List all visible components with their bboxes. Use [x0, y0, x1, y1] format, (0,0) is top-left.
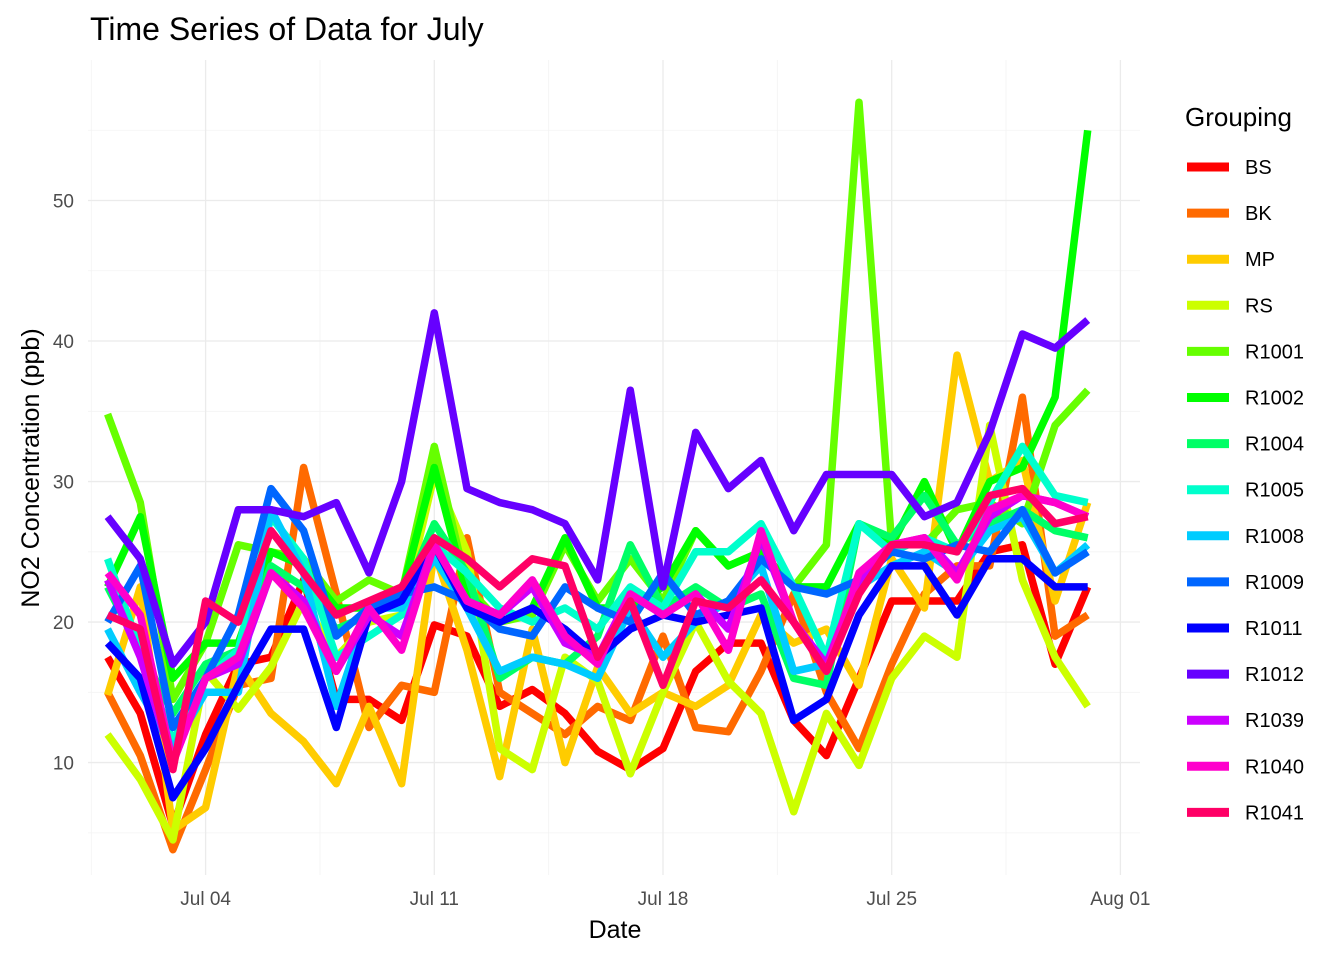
y-tick-label: 30 [53, 473, 74, 494]
y-axis-ticks: 10 20 30 40 50 [53, 192, 74, 775]
legend-label-r1005: R1005 [1245, 480, 1304, 502]
legend-label-r1009: R1009 [1245, 572, 1304, 594]
legend-title: Grouping [1185, 102, 1292, 132]
y-tick-label: 20 [53, 613, 74, 634]
legend-label-r1040: R1040 [1245, 756, 1304, 778]
chart-title: Time Series of Data for July [90, 11, 484, 47]
x-tick-label: Jul 11 [410, 889, 459, 910]
x-tick-label: Jul 25 [866, 889, 917, 910]
y-axis-title: NO2 Concentration (ppb) [17, 328, 45, 607]
legend-label-rs: RS [1245, 295, 1273, 317]
y-tick-label: 10 [53, 754, 74, 775]
series-line-r1012 [104, 309, 1091, 668]
x-tick-label: Aug 01 [1090, 889, 1150, 910]
y-tick-label: 50 [53, 192, 74, 213]
legend-label-r1008: R1008 [1245, 526, 1304, 548]
legend-label-r1004: R1004 [1245, 434, 1304, 456]
x-tick-label: Jul 04 [180, 889, 231, 910]
legend-label-r1041: R1041 [1245, 802, 1304, 824]
legend-label-mp: MP [1245, 249, 1275, 271]
legend-label-r1011: R1011 [1245, 618, 1302, 640]
y-tick-label: 40 [53, 332, 74, 353]
series-line-r1041 [106, 484, 1089, 774]
x-axis-ticks: Jul 04 Jul 11 Jul 18 Jul 25 Aug 01 [180, 889, 1150, 910]
series-line-r1040 [104, 491, 1090, 767]
legend-label-r1039: R1039 [1245, 710, 1304, 732]
x-axis-title: Date [589, 916, 642, 944]
legend-label-bs: BS [1245, 157, 1272, 179]
legend: Grouping BS BK MP RS R1001 R1002 R1004 R1005 R10… [1185, 102, 1304, 824]
legend-label-bk: BK [1245, 203, 1272, 225]
series-line-r1004 [104, 491, 1089, 718]
legend-label-r1012: R1012 [1245, 664, 1304, 686]
series-line-r1009 [104, 484, 1090, 732]
series-lines [104, 98, 1092, 854]
legend-label-r1001: R1001 [1245, 341, 1304, 363]
legend-label-r1002: R1002 [1245, 388, 1304, 410]
x-tick-label: Jul 18 [638, 889, 689, 910]
